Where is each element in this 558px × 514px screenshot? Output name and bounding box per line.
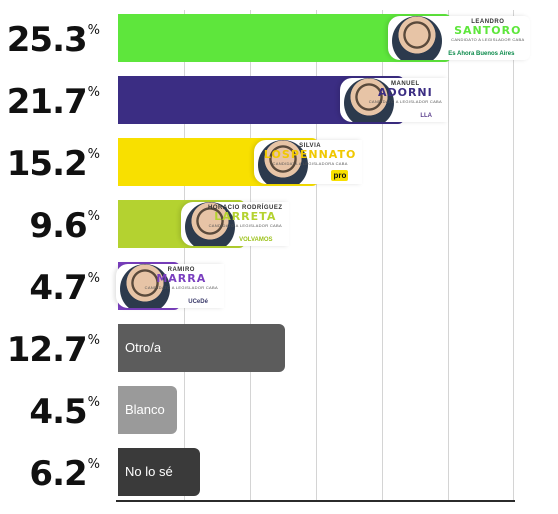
- percent-symbol: %: [87, 333, 100, 348]
- percent-symbol: %: [87, 23, 100, 38]
- grid-line: [513, 10, 515, 500]
- value-label: 9.6%: [0, 209, 100, 243]
- value-number: 4.5: [29, 392, 87, 432]
- candidate-name-block: SILVIA LOSPENNATO CANDIDATA A LEGISLADORA …: [264, 143, 356, 166]
- party-logo: VOLVAMOS: [239, 237, 273, 243]
- candidate-card: SILVIA LOSPENNATO CANDIDATA A LEGISLADORA …: [254, 140, 363, 184]
- candidate-card: RAMIRO MARRA CANDIDATO A LEGISLADOR CABA UC…: [115, 264, 224, 308]
- party-logo: pro: [331, 170, 349, 181]
- candidate-first-name: MANUEL: [391, 81, 420, 87]
- bar: Otro/a: [118, 324, 286, 372]
- candidate-last-name: LOSPENNATO: [263, 148, 357, 161]
- candidate-first-name: HORACIO RODRÍGUEZ: [208, 205, 283, 211]
- candidate-last-name: LARRETA: [214, 210, 277, 223]
- value-number: 25.3: [6, 20, 88, 60]
- candidate-subtitle: CANDIDATO A LEGISLADOR CABA: [451, 36, 525, 42]
- value-label: 15.2%: [0, 147, 100, 181]
- value-label: 4.7%: [0, 271, 100, 305]
- value-label: 25.3%: [0, 23, 100, 57]
- percent-symbol: %: [87, 209, 100, 224]
- candidate-last-name: SANTORO: [454, 24, 522, 37]
- candidate-photo: [392, 16, 443, 60]
- candidate-card: MANUEL ADORNI CANDIDATO A LEGISLADOR CABA L…: [340, 78, 448, 122]
- bar-label: No lo sé: [125, 464, 173, 479]
- value-number: 9.6: [29, 206, 87, 246]
- candidate-first-name: RAMIRO: [167, 267, 195, 273]
- grid-line: [183, 10, 185, 500]
- percent-symbol: %: [87, 85, 100, 100]
- candidate-first-name: SILVIA: [299, 143, 322, 149]
- candidate-photo: [184, 202, 235, 246]
- candidate-name-block: LEANDRO SANTORO CANDIDATO A LEGISLADOR CAB…: [451, 19, 524, 42]
- candidate-subtitle: CANDIDATO A LEGISLADOR CABA: [368, 98, 442, 104]
- candidate-photo: [119, 264, 170, 308]
- percent-symbol: %: [87, 147, 100, 162]
- value-label: 6.2%: [0, 457, 100, 491]
- value-label: 4.5%: [0, 395, 100, 429]
- bar-label: Blanco: [125, 402, 165, 417]
- value-number: 4.7: [29, 268, 87, 308]
- grid-line: [381, 10, 383, 500]
- candidate-last-name: ADORNI: [377, 86, 433, 99]
- party-logo: UCeDé: [188, 299, 208, 305]
- candidate-subtitle: CANDIDATO A LEGISLADOR CABA: [208, 222, 282, 228]
- candidate-name-block: MANUEL ADORNI CANDIDATO A LEGISLADOR CABA: [369, 81, 442, 104]
- candidate-card: HORACIO RODRÍGUEZ LARRETA CANDIDATO A LEGI…: [180, 202, 289, 246]
- percent-symbol: %: [87, 271, 100, 286]
- party-logo: LLA: [420, 113, 432, 119]
- candidate-card: LEANDRO SANTORO CANDIDATO A LEGISLADOR CAB…: [388, 16, 531, 60]
- percent-symbol: %: [87, 457, 100, 472]
- value-number: 12.7: [6, 330, 88, 370]
- grid-line: [249, 10, 251, 500]
- value-number: 15.2: [6, 144, 88, 184]
- candidate-last-name: MARRA: [156, 272, 207, 285]
- x-axis-line: [116, 500, 516, 502]
- percent-symbol: %: [87, 395, 100, 410]
- candidate-subtitle: CANDIDATO A LEGISLADOR CABA: [144, 284, 218, 290]
- value-number: 21.7: [6, 82, 88, 122]
- party-logo: Es Ahora Buenos Aires: [448, 51, 515, 57]
- candidate-photo: [344, 78, 394, 122]
- grid-line: [315, 10, 317, 500]
- bar: Blanco: [118, 386, 178, 434]
- candidate-photo: [258, 140, 309, 184]
- candidate-subtitle: CANDIDATA A LEGISLADORA CABA: [272, 160, 348, 166]
- candidate-name-block: RAMIRO MARRA CANDIDATO A LEGISLADOR CABA: [145, 267, 218, 290]
- value-number: 6.2: [29, 454, 87, 494]
- bar-label: Otro/a: [125, 340, 162, 355]
- candidate-first-name: LEANDRO: [471, 19, 505, 25]
- value-label: 12.7%: [0, 333, 100, 367]
- grid-line: [447, 10, 449, 500]
- value-label: 21.7%: [0, 85, 100, 119]
- candidate-name-block: HORACIO RODRÍGUEZ LARRETA CANDIDATO A LEGI…: [208, 205, 283, 228]
- bar: No lo sé: [118, 448, 200, 496]
